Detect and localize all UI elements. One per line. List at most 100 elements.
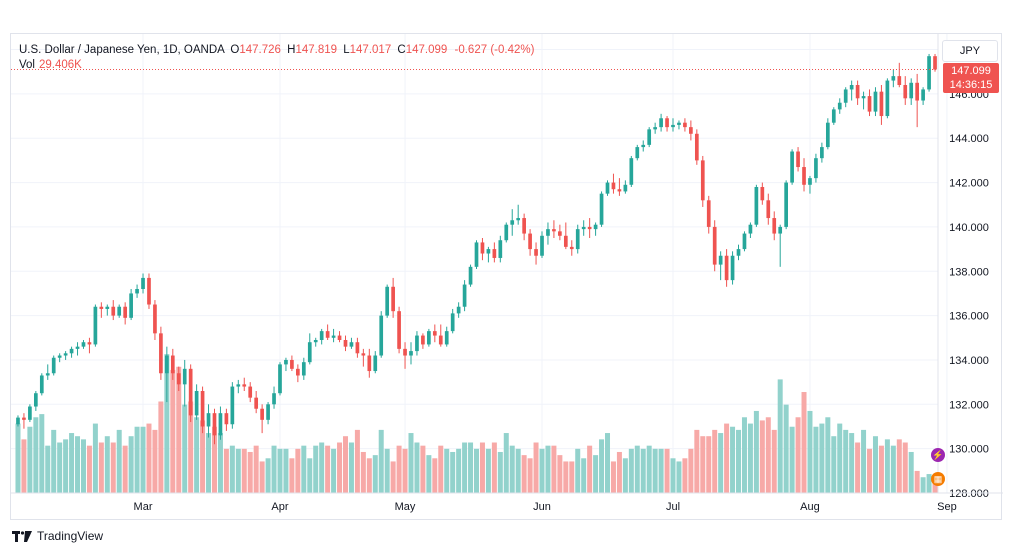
candle xyxy=(873,87,878,117)
volume-bar xyxy=(867,448,873,493)
tradingview-brand[interactable]: TradingView xyxy=(12,529,103,543)
volume-bar xyxy=(914,470,920,493)
candle-body xyxy=(522,218,526,234)
volume-bar xyxy=(384,448,390,493)
candle xyxy=(474,240,479,270)
candle xyxy=(581,220,586,236)
volume-bar xyxy=(855,442,861,493)
y-tick-label: 134.000 xyxy=(949,355,989,367)
volume-bar xyxy=(15,423,21,493)
candle xyxy=(659,113,663,132)
volume-bar xyxy=(92,423,98,493)
open-value: 147.726 xyxy=(239,44,281,56)
candle xyxy=(593,222,598,236)
candle-body xyxy=(468,266,473,285)
candle-body xyxy=(587,226,592,230)
candle-body xyxy=(22,417,26,420)
candle-body xyxy=(272,393,276,405)
volume-bar xyxy=(563,461,569,493)
volume-bar xyxy=(98,442,104,493)
volume-bar xyxy=(825,417,831,493)
candle-body xyxy=(623,184,628,192)
lightning-icon[interactable]: ⚡ xyxy=(931,448,945,462)
candle xyxy=(653,122,657,134)
candle xyxy=(552,220,556,238)
candle-body xyxy=(39,375,44,394)
candle xyxy=(81,340,86,349)
candle-body xyxy=(486,249,491,254)
candle xyxy=(438,324,443,347)
volume-bar xyxy=(152,429,158,493)
volume-bar xyxy=(497,451,503,493)
calendar-icon[interactable]: ▦ xyxy=(931,472,945,486)
candle xyxy=(718,251,723,281)
volume-bar xyxy=(765,417,771,493)
candle xyxy=(891,69,896,88)
candle-body xyxy=(653,127,657,130)
volume-bar xyxy=(771,429,777,493)
volume-bar xyxy=(182,404,188,493)
candle-body xyxy=(432,331,437,336)
volume-bar xyxy=(229,445,235,493)
bar-countdown: 14:36:15 xyxy=(949,78,993,91)
candle-body xyxy=(790,151,794,183)
volume-bar xyxy=(378,429,384,493)
chart-frame[interactable]: 128.000 130.000 132.000 134.000 136.000 138.0… xyxy=(10,33,1003,521)
volume-bar xyxy=(468,442,474,493)
candle-body xyxy=(224,413,229,425)
candle-body xyxy=(325,331,330,338)
candle-body xyxy=(141,277,145,289)
candle-body xyxy=(546,229,550,236)
candle xyxy=(790,149,794,185)
x-tick-label: Jul xyxy=(666,501,680,513)
candle-body xyxy=(28,406,32,420)
candle xyxy=(677,120,681,130)
candle xyxy=(736,244,741,261)
volume-bar xyxy=(783,404,789,493)
candle-body xyxy=(16,417,20,425)
volume-bar xyxy=(414,442,420,493)
volume-bar xyxy=(730,426,736,493)
candle-body xyxy=(337,335,342,340)
candle xyxy=(802,158,806,192)
candle-body xyxy=(57,355,62,358)
candle-body xyxy=(659,118,663,128)
y-tick-label: 132.000 xyxy=(949,399,989,411)
candle-body xyxy=(599,193,604,225)
volume-bar xyxy=(354,429,360,493)
volume-bar xyxy=(545,445,551,493)
candle xyxy=(861,91,866,110)
volume-bar xyxy=(837,423,843,493)
candle-body xyxy=(760,187,765,201)
volume-bar xyxy=(408,433,414,493)
candle-body xyxy=(718,255,723,265)
candle-body xyxy=(427,331,431,345)
candle-body xyxy=(730,255,735,281)
candle-body xyxy=(296,368,300,376)
volume-bar xyxy=(670,458,676,493)
candle-body xyxy=(182,368,187,385)
candle xyxy=(224,408,229,431)
candle xyxy=(325,324,330,340)
candle-body xyxy=(784,182,788,227)
candle-body xyxy=(397,311,401,349)
volume-bar xyxy=(551,445,557,493)
candle-body xyxy=(921,89,925,101)
volume-bar xyxy=(223,448,229,493)
brand-name: TradingView xyxy=(37,529,104,543)
candle xyxy=(486,246,491,263)
candle xyxy=(820,142,824,163)
volume-bar xyxy=(200,420,206,493)
candle xyxy=(748,222,753,238)
candle xyxy=(170,348,175,380)
currency-button[interactable]: JPY xyxy=(942,40,998,62)
candle-body xyxy=(266,404,270,420)
candle xyxy=(623,180,628,194)
candle xyxy=(456,302,461,318)
open-label: O xyxy=(230,44,240,56)
candlestick-chart[interactable]: 128.000 130.000 132.000 134.000 136.000 138.0… xyxy=(11,34,1003,521)
volume-bar xyxy=(372,455,378,493)
candle xyxy=(349,337,354,349)
candle xyxy=(427,328,431,347)
candle xyxy=(301,357,306,380)
